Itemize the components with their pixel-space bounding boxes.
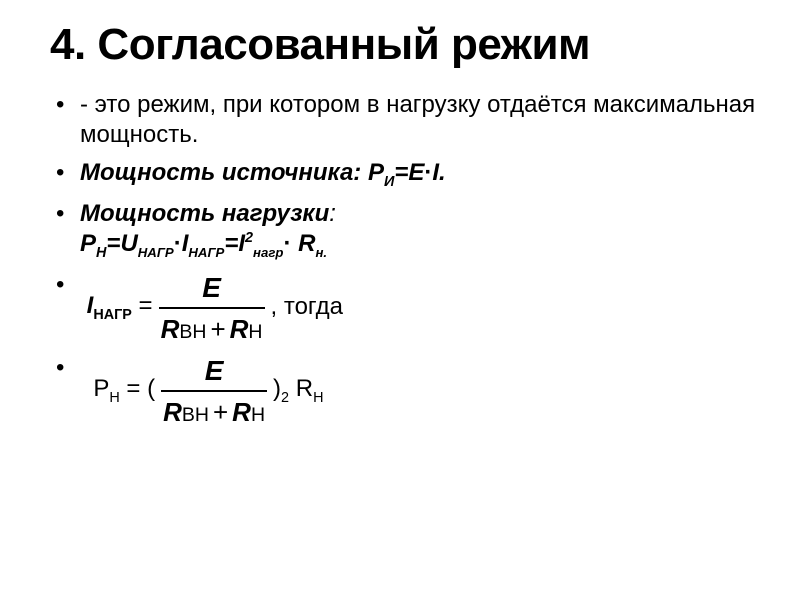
label-source-power: Мощность источника:	[80, 159, 368, 186]
formula-lhs: PН = (	[80, 374, 155, 407]
label-load-power: Мощность нагрузки	[80, 200, 329, 227]
formula-post: , тогда	[271, 292, 343, 322]
r-var: R	[230, 314, 249, 344]
dot-icon: ·	[174, 230, 182, 257]
sq: 2	[281, 390, 289, 406]
p-sub: И	[384, 174, 394, 190]
colon: :	[329, 200, 336, 227]
bullet-inagr-formula: IНАГР = E RВН+RН , тогда	[50, 270, 760, 346]
p-sub: Н	[96, 245, 106, 261]
p-var: P	[368, 159, 384, 186]
eq-i: =I	[224, 230, 245, 257]
eq-e: =E	[394, 159, 424, 186]
sq: 2	[245, 230, 253, 246]
close-paren: )	[273, 375, 281, 402]
eq-sign: =	[132, 292, 153, 319]
r-idx: ВН	[182, 404, 209, 426]
fraction-numerator: E	[200, 270, 223, 307]
p-var: P	[80, 230, 96, 257]
bullet-source-power: Мощность источника: PИ=E·I.	[50, 158, 760, 191]
eq-u: =U	[106, 230, 137, 257]
r-sub: Н	[313, 390, 323, 406]
bullet-definition: - это режим, при котором в нагрузку отда…	[50, 90, 760, 150]
fraction-denominator: RВН+RН	[159, 307, 265, 346]
eq-open-paren: = (	[120, 375, 155, 402]
plus-icon: +	[206, 314, 229, 344]
r-var: R	[163, 397, 182, 427]
fraction: E RВН+RН	[159, 270, 265, 346]
fraction: E RВН+RН	[161, 353, 267, 429]
r-sub: н.	[315, 245, 327, 260]
p-var: P	[93, 375, 109, 402]
formula-post: )2 RН	[273, 374, 323, 407]
p-sub: Н	[109, 390, 119, 406]
fraction-numerator: E	[203, 353, 226, 390]
slide-title: 4. Согласованный режим	[50, 20, 760, 70]
r-idx: Н	[248, 321, 262, 343]
i2-sub: нагр	[253, 245, 283, 260]
r-var: R	[291, 230, 315, 257]
plus-icon: +	[209, 397, 232, 427]
formula-lhs: IНАГР =	[80, 291, 153, 324]
slide: 4. Согласованный режим - это режим, при …	[0, 0, 800, 600]
r-idx: Н	[251, 404, 265, 426]
u-sub: НАГР	[138, 245, 174, 260]
bullet-load-power: Мощность нагрузки: PН=UНАГР·IНАГР=I2нагр…	[50, 199, 760, 262]
r-var: R	[161, 314, 180, 344]
i-var: I.	[432, 159, 445, 186]
i-sub: НАГР	[93, 307, 132, 323]
r-var: R	[232, 397, 251, 427]
r-idx: ВН	[179, 321, 206, 343]
bullet-list: - это режим, при котором в нагрузку отда…	[50, 90, 760, 429]
r-var: R	[289, 375, 313, 402]
fraction-denominator: RВН+RН	[161, 390, 267, 429]
bullet-pn-formula: PН = ( E RВН+RН )2 RН	[50, 353, 760, 429]
i-sub: НАГР	[188, 245, 224, 260]
